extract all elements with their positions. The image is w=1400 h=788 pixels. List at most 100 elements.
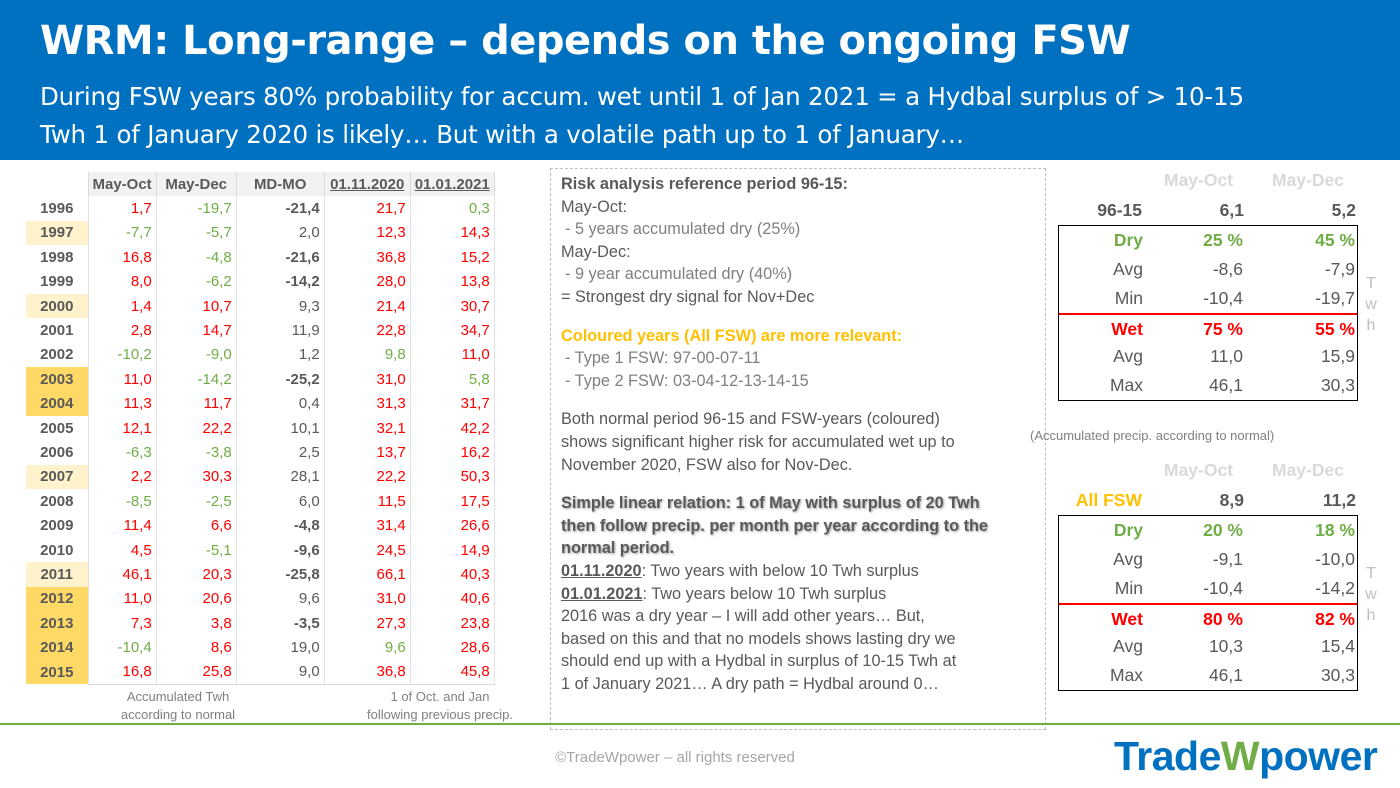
stats-fsw-col-may-oct: May-Oct: [1164, 460, 1234, 480]
stats-row-max: Max 46,1 30,3: [1059, 371, 1357, 400]
stats-row-avg: Avg 10,3 15,4: [1059, 632, 1357, 661]
cell-nov-2020: 27,3: [323, 611, 411, 636]
unit-h: h: [1366, 607, 1376, 624]
cell-md-mo: 9,6: [235, 586, 325, 612]
stats-ref-col-may-oct: May-Oct: [1164, 170, 1234, 190]
stats-value-may-oct: -8,6: [1212, 259, 1243, 279]
cell-md-mo: -21,6: [235, 245, 325, 270]
cell-md-mo: -25,8: [235, 562, 325, 587]
cell-jan-2021: 45,8: [409, 659, 495, 685]
stats-ref-col-may-dec: May-Dec: [1272, 170, 1344, 190]
cell-year: 2003: [26, 367, 88, 392]
both-periods-line-2: shows significant higher risk for accumu…: [561, 432, 955, 451]
logo-text-trade: Trade: [1114, 733, 1221, 779]
cell-may-oct: -10,4: [87, 635, 157, 660]
stats-value-may-dec: 18 %: [1315, 520, 1355, 540]
conclusion-line-2: based on this and that no models shows l…: [561, 629, 956, 648]
stats-value-may-dec: -7,9: [1324, 259, 1355, 279]
cell-may-dec: -3,8: [155, 440, 237, 465]
stats-value-may-oct: 75 %: [1203, 319, 1243, 339]
column-header-may-oct: May-Oct: [87, 172, 157, 197]
table-row: 2002 -10,2 -9,0 1,2 9,8 11,0: [26, 342, 495, 368]
cell-jan-2021: 26,6: [409, 513, 495, 538]
unit-w: w: [1365, 586, 1377, 603]
table-row: 2007 2,2 30,3 28,1 22,2 50,3: [26, 464, 495, 490]
stats-value-may-oct: 46,1: [1208, 375, 1243, 395]
stats-row-label: Max: [1109, 375, 1143, 395]
table-row: 2005 12,1 22,2 10,1 32,1 42,2: [26, 415, 495, 441]
cell-year: 1996: [40, 200, 74, 218]
stats-value-may-dec: 45 %: [1315, 230, 1355, 250]
stats-value-may-dec: 30,3: [1320, 375, 1355, 395]
cell-md-mo: -4,8: [235, 513, 325, 538]
cell-year: 2007: [26, 464, 88, 490]
stats-value-may-dec: 15,4: [1320, 636, 1355, 656]
cell-may-dec: -9,0: [155, 342, 237, 368]
table-row: 1996 1,7 -19,7 -21,4 21,7 0,3: [26, 196, 495, 221]
both-periods-line-1: Both normal period 96-15 and FSW-years (…: [561, 410, 940, 429]
cell-md-mo: -21,4: [235, 196, 325, 221]
cell-jan-2021: 31,7: [409, 391, 495, 416]
cell-md-mo: 2,0: [235, 220, 325, 246]
column-header-nov-2020: 01.11.2020: [323, 172, 411, 197]
page-title: WRM: Long-range – depends on the ongoing…: [40, 18, 1131, 64]
unit-t: T: [1366, 275, 1376, 292]
may-oct-label: May-Oct:: [561, 197, 628, 216]
table-row: 2013 7,3 3,8 -3,5 27,3 23,8: [26, 611, 495, 636]
footer-divider: [0, 723, 1400, 725]
cell-nov-2020: 31,0: [323, 586, 411, 612]
cell-may-oct: -10,2: [87, 342, 157, 368]
cell-year: 2015: [26, 659, 88, 685]
cell-may-dec: -4,8: [155, 245, 237, 270]
stats-row-label: Min: [1114, 578, 1143, 598]
cell-md-mo: -25,2: [235, 367, 325, 392]
stats-row-label: Wet: [1111, 319, 1143, 339]
cell-nov-2020: 24,5: [323, 537, 411, 563]
header-banner: WRM: Long-range – depends on the ongoing…: [0, 0, 1400, 160]
table-row: 2006 -6,3 -3,8 2,5 13,7 16,2: [26, 440, 495, 465]
cell-jan-2021: 0,3: [409, 196, 495, 221]
cell-may-dec: -6,2: [155, 269, 237, 294]
may-oct-item: - 5 years accumulated dry (25%): [565, 220, 801, 239]
table-row: 1997 -7,7 -5,7 2,0 12,3 14,3: [26, 220, 495, 246]
spacer: [561, 309, 1035, 325]
nov-result-text: : Two years with below 10 Twh surplus: [641, 561, 919, 580]
accumulated-note: Accumulated Twh according to normal: [98, 688, 258, 724]
risk-analysis-box: Risk analysis reference period 96-15: Ma…: [550, 168, 1046, 730]
cell-may-dec: 14,7: [155, 318, 237, 343]
cell-may-oct: -7,7: [87, 220, 157, 246]
table-row: 2008 -8,5 -2,5 6,0 11,5 17,5: [26, 489, 495, 514]
cell-may-dec: 30,3: [155, 464, 237, 490]
cell-may-oct: 12,1: [87, 415, 157, 441]
stats-row-label: Avg: [1113, 346, 1143, 366]
spacer: [561, 476, 1035, 492]
stats-value-may-dec: -19,7: [1315, 288, 1355, 308]
stats-row-wet: Wet 80 % 82 %: [1059, 603, 1357, 632]
stats-row-min: Min -10,4 -14,2: [1059, 574, 1357, 603]
precip-note-line-1: 1 of Oct. and Jan: [390, 689, 490, 704]
cell-jan-2021: 40,3: [409, 562, 495, 587]
cell-jan-2021: 40,6: [409, 586, 495, 612]
type2-fsw-item: - Type 2 FSW: 03-04-12-13-14-15: [565, 371, 809, 390]
accumulated-precip-note: (Accumulated precip. according to normal…: [1030, 428, 1275, 443]
cell-year: 2013: [26, 611, 88, 636]
jan-result-line: 01.01.2021: Two years below 10 Twh surpl…: [561, 583, 1035, 606]
spacer: [561, 392, 1035, 408]
stats-row-avg: Avg -8,6 -7,9: [1059, 255, 1357, 284]
cell-may-oct: -8,5: [87, 489, 157, 514]
cell-jan-2021: 13,8: [409, 269, 495, 294]
stats-value-may-dec: -10,0: [1315, 549, 1355, 569]
cell-year: 2014: [26, 635, 88, 660]
stats-row-dry: Dry 20 % 18 %: [1059, 516, 1357, 545]
dry-signal-text: = Strongest dry signal for Nov+Dec: [561, 287, 815, 306]
cell-may-dec: -5,1: [155, 537, 237, 563]
cell-jan-2021: 50,3: [409, 464, 495, 490]
cell-may-oct: 1,7: [87, 196, 157, 221]
cell-may-dec: -2,5: [155, 489, 237, 514]
precip-note-line-2: following previous precip.: [367, 707, 513, 722]
cell-jan-2021: 11,0: [409, 342, 495, 368]
cell-md-mo: 1,2: [235, 342, 325, 368]
cell-jan-2021: 42,2: [409, 415, 495, 441]
logo-text-w: W: [1220, 733, 1260, 779]
stats-fsw-v1: 8,9: [1219, 490, 1244, 510]
